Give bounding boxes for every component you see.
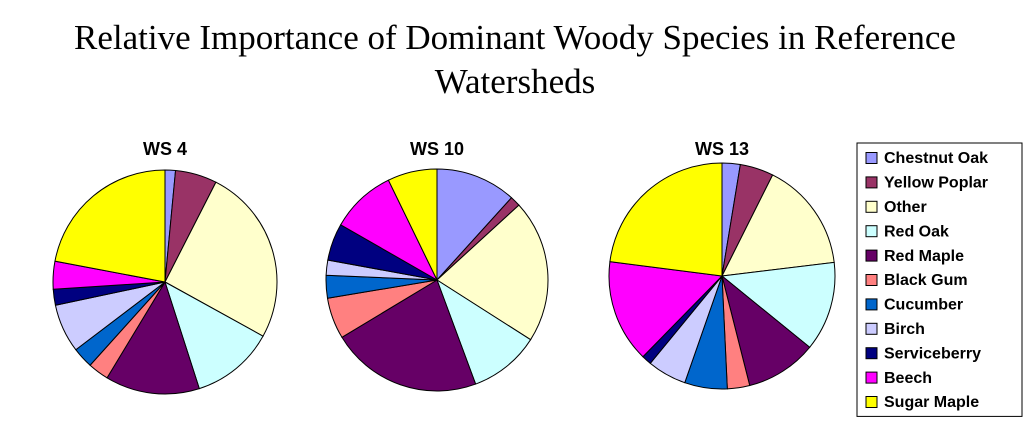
pie-slice — [387, 168, 438, 281]
pie-slice — [721, 274, 811, 387]
legend-swatch — [865, 176, 878, 189]
legend-label: Cucumber — [884, 297, 963, 314]
legend-swatch — [865, 225, 878, 238]
pie-slice — [436, 278, 532, 385]
legend-swatch — [865, 322, 878, 335]
legend-box — [856, 142, 1023, 417]
legend-label: Serviceberry — [884, 345, 981, 362]
legend-swatch — [865, 371, 878, 384]
pie-slice — [436, 168, 513, 282]
legend-swatch — [865, 347, 878, 360]
pie-title: WS 4 — [143, 139, 187, 159]
pie-slice — [164, 181, 278, 337]
pie-slice — [436, 204, 549, 341]
legend-label: Black Gum — [884, 272, 968, 289]
pie-slice — [106, 280, 200, 395]
legend-label: Birch — [884, 321, 925, 338]
legend-label: Sugar Maple — [884, 394, 979, 411]
legend-label: Chestnut Oak — [884, 150, 988, 167]
pie-title: WS 13 — [695, 139, 749, 159]
legend-label: Yellow Poplar — [884, 175, 988, 192]
legend-swatch — [865, 249, 878, 262]
pie-slice — [164, 280, 264, 390]
chart-title: Relative Importance of Dominant Woody Sp… — [74, 18, 956, 101]
legend-swatch — [865, 274, 878, 286]
legend-swatch — [865, 152, 878, 164]
pie-slice — [721, 174, 835, 277]
pie-slice — [609, 162, 723, 277]
legend-label: Beech — [884, 370, 932, 387]
legend-label: Red Oak — [884, 223, 949, 240]
legend-swatch — [865, 200, 878, 213]
legend-swatch — [865, 298, 878, 311]
pie-slice — [54, 169, 166, 283]
legend-label: Other — [884, 199, 927, 216]
legend-swatch — [865, 396, 878, 408]
pie-slice — [720, 261, 836, 348]
pie-slice — [341, 279, 477, 392]
pie-title: WS 10 — [410, 139, 464, 159]
pie-slice — [608, 261, 724, 358]
legend-label: Red Maple — [884, 248, 964, 265]
